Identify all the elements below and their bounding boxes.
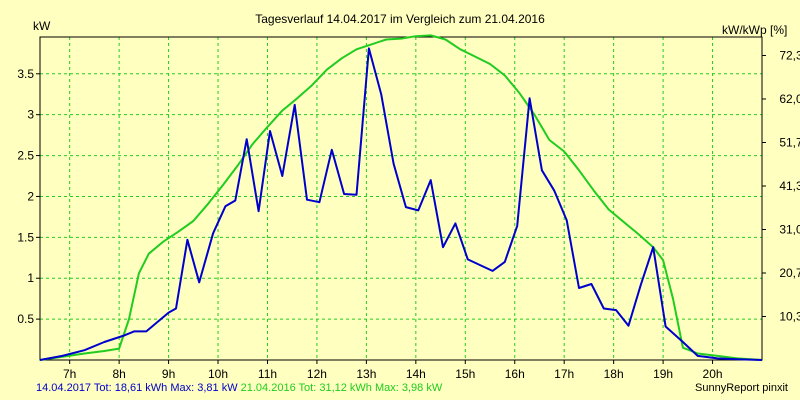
y2-tick-label: 20,7: [779, 266, 800, 280]
series-line-21-04-2016: [39, 34, 763, 361]
y2-tick-label: 10,3: [779, 309, 800, 323]
legend-series-1: 14.04.2017 Tot: 18,61 kWh Max: 3,81 kW: [36, 382, 238, 394]
y2-tick-label: 72,3: [779, 48, 800, 62]
x-tick-label: 8h: [112, 367, 125, 381]
y2-tick-label: 41,3: [779, 179, 800, 193]
grid: [40, 37, 762, 360]
x-axis: 7h 8h 9h 10h 11h 12h 13h 14h 15h 16h 17h 18h 19h 20h: [63, 360, 723, 381]
chart-title: Tagesverlauf 14.04.2017 im Vergleich zum…: [255, 12, 545, 26]
y-tick-label: 1: [27, 271, 34, 285]
series-line-14-04-2017: [39, 47, 763, 361]
y-axis-right: 10,3 20,7 31,0 41,3 51,7 62,0 72,3: [762, 48, 800, 323]
credit-text: SunnyReport pinxit: [695, 382, 788, 394]
y-tick-label: 1.5: [17, 230, 34, 244]
y-tick-label: 3: [27, 108, 34, 122]
series-lines: [39, 34, 763, 361]
x-tick-label: 12h: [307, 367, 327, 381]
x-tick-label: 14h: [406, 367, 426, 381]
x-tick-label: 18h: [604, 367, 624, 381]
y-axis-right-label: kW/kWp [%]: [722, 23, 787, 37]
x-tick-label: 15h: [455, 367, 475, 381]
x-tick-label: 16h: [505, 367, 525, 381]
x-tick-label: 20h: [703, 367, 723, 381]
y2-tick-label: 51,7: [779, 135, 800, 149]
y2-tick-label: 62,0: [779, 92, 800, 106]
y-tick-label: 2.5: [17, 149, 34, 163]
footer-summary: 14.04.2017 Tot: 18,61 kWh Max: 3,81 kW 2…: [36, 382, 442, 394]
y2-tick-label: 31,0: [779, 222, 800, 236]
x-tick-label: 9h: [162, 367, 175, 381]
x-tick-label: 11h: [258, 367, 277, 381]
y-tick-label: 0.5: [17, 312, 34, 326]
y-tick-label: 3.5: [17, 67, 34, 81]
legend-series-2: 21.04.2016 Tot: 31,12 kWh Max: 3,98 kW: [240, 382, 443, 394]
y-axis-left-label: kW: [33, 19, 51, 33]
plot-frame: [39, 36, 763, 361]
x-tick-label: 19h: [653, 367, 673, 381]
x-tick-label: 13h: [356, 367, 376, 381]
x-tick-label: 7h: [63, 367, 76, 381]
x-tick-label: 17h: [554, 367, 574, 381]
plot-border: [39, 36, 763, 361]
y-tick-label: 2: [27, 189, 34, 203]
y-axis-left: 0.5 1 1.5 2 2.5 3 3.5: [17, 67, 40, 326]
x-tick-label: 10h: [208, 367, 228, 381]
